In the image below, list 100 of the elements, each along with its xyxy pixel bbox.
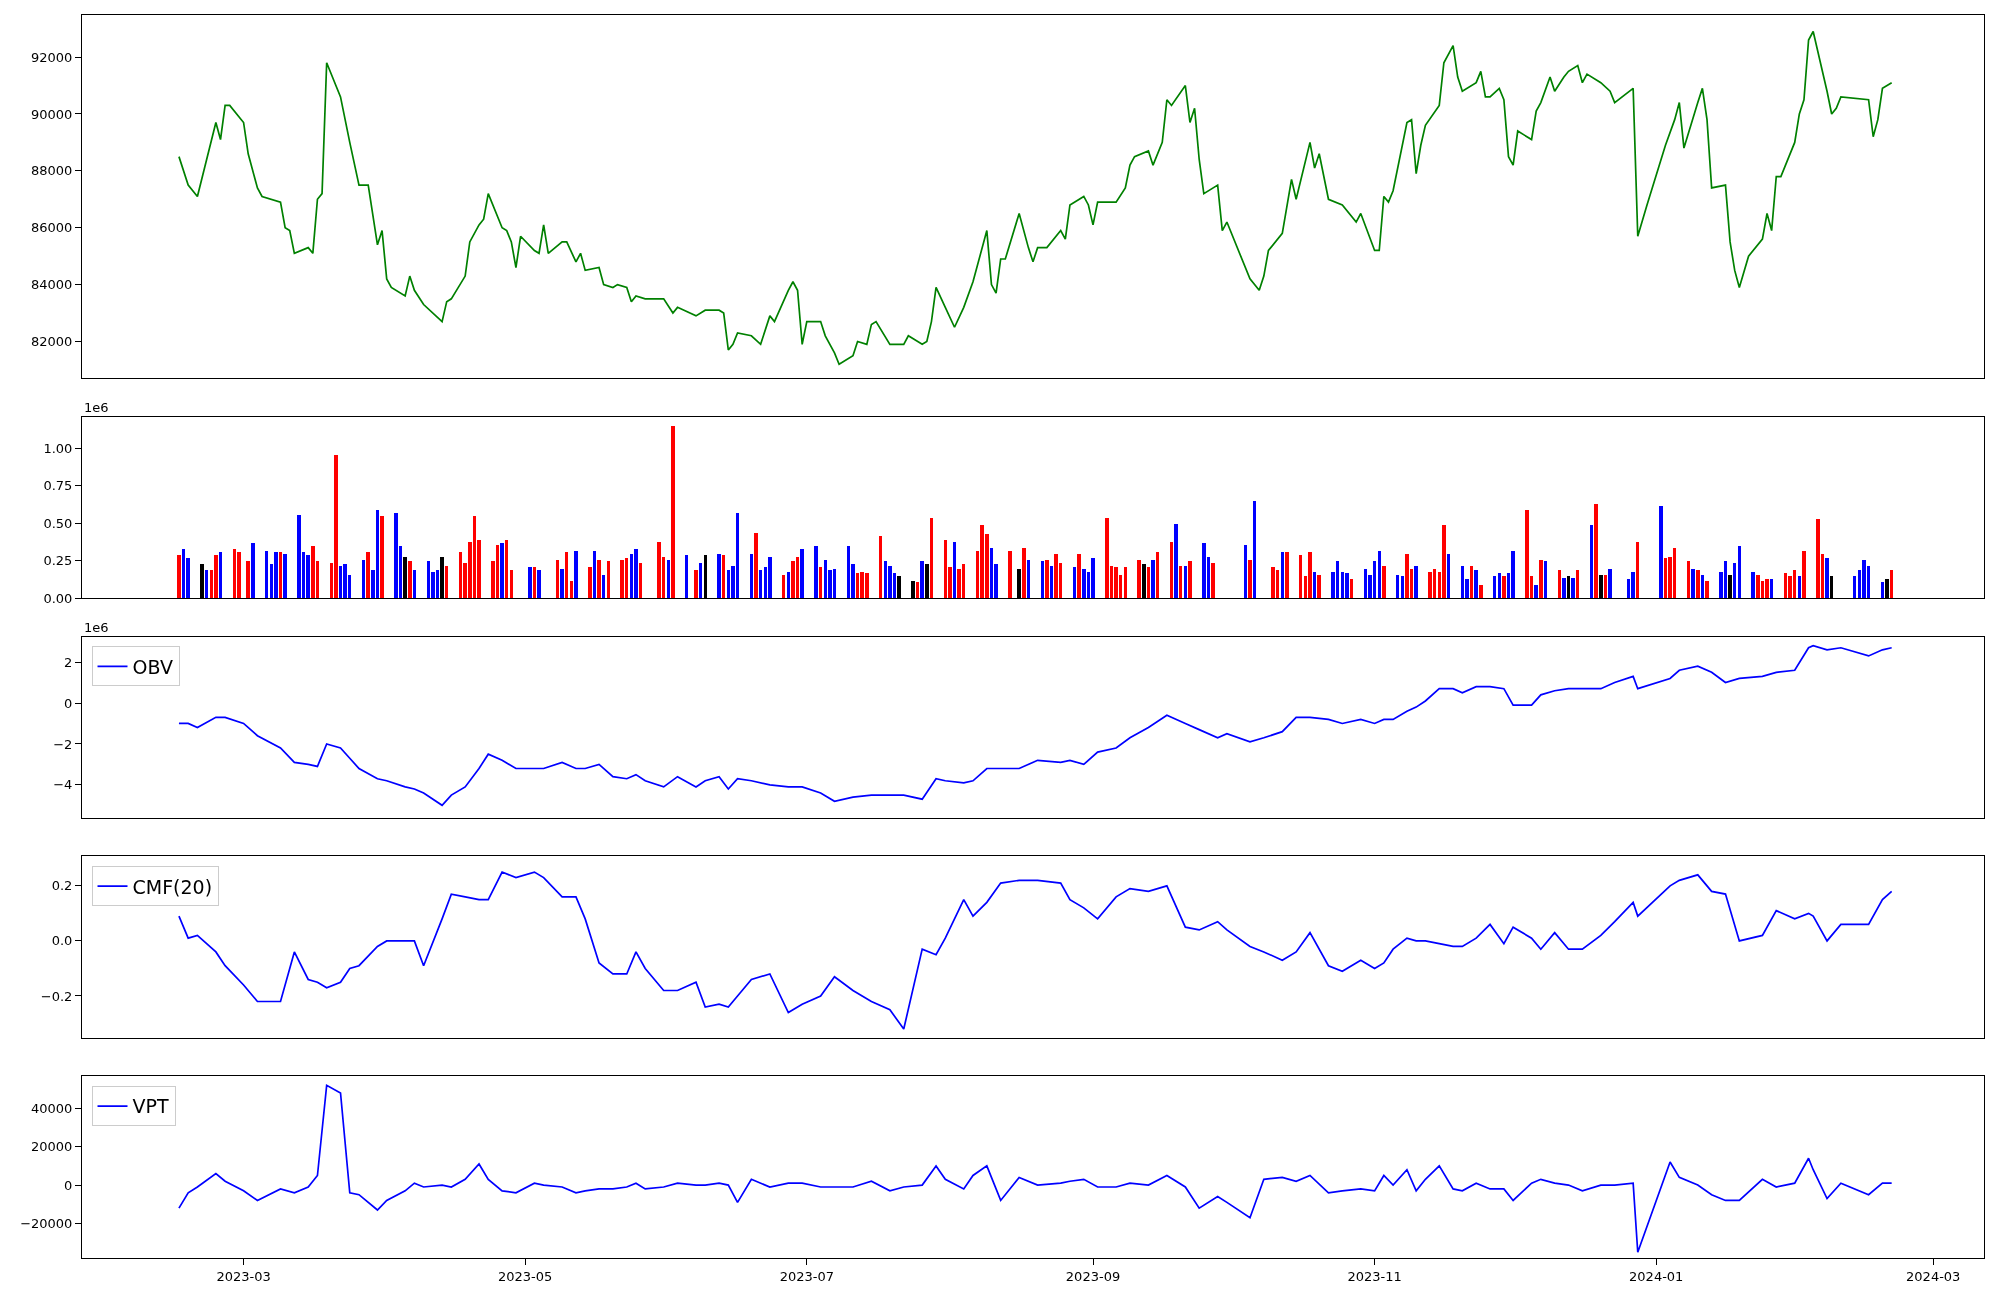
x-tick-label: 2023-05 <box>498 1268 553 1284</box>
y-tick-label: 0.50 <box>43 515 73 531</box>
bar <box>800 548 804 599</box>
bar <box>574 550 578 599</box>
bar <box>1054 553 1058 599</box>
line-series <box>178 644 1893 807</box>
bar <box>1696 569 1700 599</box>
bar <box>1378 550 1381 599</box>
bar <box>694 569 698 599</box>
bar <box>334 454 338 599</box>
bar <box>533 566 536 599</box>
bar <box>699 562 702 599</box>
bar <box>1862 559 1866 599</box>
bar <box>1050 565 1053 599</box>
bar <box>570 580 573 599</box>
y-tick-label: 0 <box>64 1177 73 1193</box>
bar <box>219 551 222 599</box>
bar <box>1405 553 1409 599</box>
bar <box>237 551 241 599</box>
bar <box>1571 577 1575 599</box>
bar <box>1350 578 1353 599</box>
y-tick-label: −0.2 <box>40 988 73 1004</box>
bar <box>297 514 301 599</box>
y-tick-label: 0 <box>64 695 73 711</box>
bar <box>879 535 882 599</box>
bar <box>1041 560 1044 599</box>
bar <box>1802 550 1806 599</box>
bar <box>1733 562 1736 599</box>
bar <box>1502 575 1506 599</box>
bar <box>362 559 365 599</box>
bar <box>274 551 278 599</box>
bar <box>620 559 624 599</box>
bar <box>717 553 721 599</box>
bar <box>1631 571 1635 599</box>
bar <box>1091 557 1095 599</box>
y-tick-label: 0.75 <box>43 478 73 494</box>
bar <box>1428 571 1432 599</box>
bar <box>565 551 568 599</box>
legend-label: VPT <box>132 1095 169 1118</box>
bar <box>251 542 255 599</box>
y-tick-label: 92000 <box>31 49 73 65</box>
bar <box>1179 565 1182 599</box>
x-tick-label: 2023-03 <box>216 1268 271 1284</box>
bar <box>1308 551 1312 599</box>
bar <box>380 515 384 599</box>
bar <box>413 569 416 599</box>
y-tick-label: 20000 <box>31 1139 73 1155</box>
bar <box>1511 550 1515 599</box>
y-tick-label: 84000 <box>31 277 73 293</box>
bar <box>1890 569 1893 599</box>
legend-label: CMF(20) <box>132 875 213 898</box>
bar <box>1027 559 1030 599</box>
bar <box>607 560 610 599</box>
bar <box>311 545 315 599</box>
bar <box>1137 559 1141 599</box>
bar <box>1248 559 1252 599</box>
bar <box>1281 551 1284 599</box>
bar <box>953 541 956 599</box>
bar <box>1170 541 1173 599</box>
bar <box>1082 568 1086 599</box>
x-tick-label: 2024-01 <box>1629 1268 1684 1284</box>
bar <box>1211 562 1215 599</box>
bar <box>366 551 370 599</box>
y-tick-label: 40000 <box>31 1100 73 1116</box>
bar <box>930 517 933 599</box>
bar <box>1285 551 1289 599</box>
bar <box>1184 565 1187 599</box>
bar <box>1493 575 1496 599</box>
bar <box>1414 565 1418 599</box>
bar <box>279 551 282 599</box>
bar <box>593 550 596 599</box>
bar <box>1525 509 1529 599</box>
y-tick-label: 86000 <box>31 220 73 236</box>
bar <box>1345 572 1349 599</box>
bar <box>819 566 822 599</box>
y-tick-label: −20000 <box>20 1216 73 1231</box>
bar <box>667 559 670 599</box>
bar <box>787 571 790 599</box>
bar <box>1313 571 1316 599</box>
bar <box>394 512 398 599</box>
bar <box>1544 560 1547 599</box>
bar <box>1705 580 1709 599</box>
bar <box>510 569 513 599</box>
bar <box>445 565 448 599</box>
y-tick-label: 2 <box>64 654 73 670</box>
bar <box>408 560 412 599</box>
bar <box>1590 524 1593 599</box>
bar <box>768 556 772 599</box>
bar <box>265 550 268 599</box>
bar <box>1558 569 1561 599</box>
bar <box>1770 578 1773 599</box>
bar <box>1659 505 1663 599</box>
y-tick-label: 88000 <box>31 163 73 179</box>
bar <box>957 568 961 599</box>
bar <box>500 542 504 599</box>
y-tick-label: 0.0 <box>51 933 73 949</box>
bar <box>639 562 642 599</box>
bar <box>1691 568 1695 599</box>
bar <box>888 565 892 599</box>
bar <box>671 425 675 599</box>
